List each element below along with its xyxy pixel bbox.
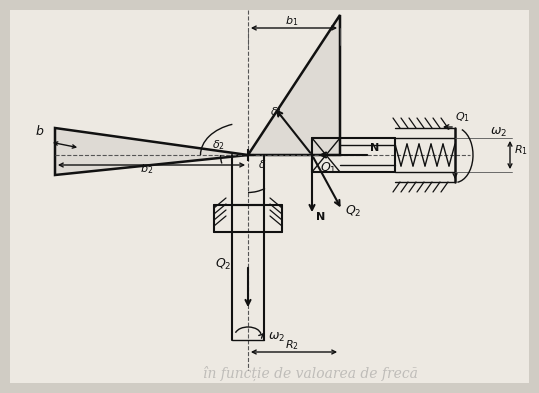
Text: $b_2$: $b_2$ xyxy=(140,162,153,176)
Text: $R_1$: $R_1$ xyxy=(514,143,528,157)
Text: $b$: $b$ xyxy=(35,124,44,138)
Polygon shape xyxy=(248,15,340,155)
Polygon shape xyxy=(55,128,248,175)
Text: în funcție de valoarea de frecă: în funcție de valoarea de frecă xyxy=(203,366,417,381)
Text: N: N xyxy=(370,143,379,153)
Text: $b_1$: $b_1$ xyxy=(285,14,298,28)
Text: $\delta$: $\delta$ xyxy=(258,158,266,170)
Text: $Q_1$: $Q_1$ xyxy=(455,110,470,124)
Text: $\delta_1$: $\delta_1$ xyxy=(270,105,283,119)
FancyBboxPatch shape xyxy=(10,10,529,383)
Text: $R_2$: $R_2$ xyxy=(285,338,299,352)
Text: $Q_1$: $Q_1$ xyxy=(320,161,336,176)
Text: $\omega_2$: $\omega_2$ xyxy=(268,331,285,344)
Text: $Q_2$: $Q_2$ xyxy=(345,204,362,219)
Text: N: N xyxy=(316,212,325,222)
Text: $Q_2$: $Q_2$ xyxy=(215,257,231,272)
Text: $\delta_2$: $\delta_2$ xyxy=(212,138,225,152)
Text: $\omega_2$: $\omega_2$ xyxy=(490,126,507,139)
